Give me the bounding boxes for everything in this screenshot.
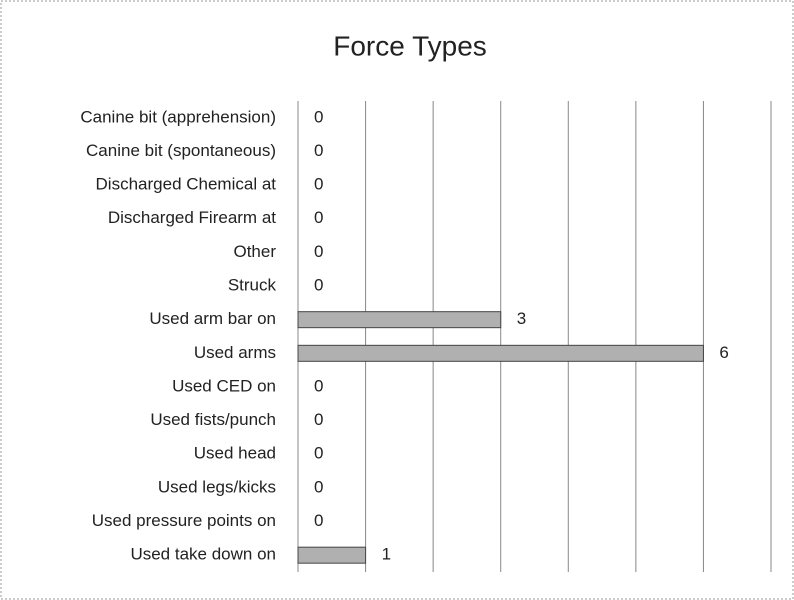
bar — [297, 344, 704, 362]
data-label: 0 — [314, 141, 323, 160]
y-tick-label: Used legs/kicks — [158, 477, 276, 496]
data-label: 0 — [314, 444, 323, 463]
y-tick-label: Discharged Chemical at — [96, 175, 277, 194]
data-label: 0 — [314, 410, 323, 429]
data-label: 0 — [314, 477, 323, 496]
y-tick-label: Other — [233, 242, 276, 261]
bar — [297, 546, 367, 564]
data-label: 0 — [314, 276, 323, 295]
y-tick-label: Used CED on — [172, 376, 276, 395]
y-tick-label: Discharged Firearm at — [108, 208, 276, 227]
y-tick-label: Used pressure points on — [92, 511, 276, 530]
y-tick-label: Canine bit (spontaneous) — [86, 141, 276, 160]
data-label: 0 — [314, 208, 323, 227]
y-tick-label: Canine bit (apprehension) — [80, 107, 276, 126]
data-label: 0 — [314, 107, 323, 126]
y-tick-label: Used head — [194, 444, 276, 463]
data-label: 0 — [314, 242, 323, 261]
data-label: 0 — [314, 175, 323, 194]
data-label: 6 — [719, 343, 728, 362]
data-label: 3 — [517, 309, 526, 328]
data-label: 0 — [314, 376, 323, 395]
y-tick-label: Used arm bar on — [149, 309, 276, 328]
y-tick-label: Used arms — [194, 343, 276, 362]
y-tick-label: Used fists/punch — [150, 410, 276, 429]
chart-title: Force Types — [333, 30, 487, 61]
y-tick-label: Struck — [228, 276, 277, 295]
y-tick-label: Used take down on — [130, 545, 276, 564]
data-label: 1 — [382, 545, 391, 564]
data-label: 0 — [314, 511, 323, 530]
bar — [297, 311, 502, 329]
